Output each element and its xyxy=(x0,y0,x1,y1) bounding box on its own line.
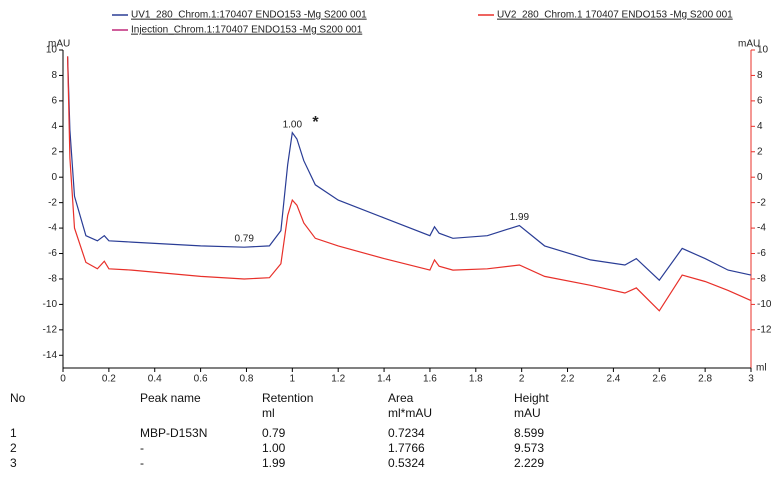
x-tick-label: 0.6 xyxy=(194,374,208,385)
x-unit: ml xyxy=(756,363,767,374)
x-tick-label: 2.6 xyxy=(652,374,666,385)
table-cell: 2 xyxy=(10,441,17,455)
y-tick-label: -12 xyxy=(43,324,58,335)
table-cell: 1.00 xyxy=(262,441,286,455)
x-tick-label: 0.2 xyxy=(102,374,116,385)
table-cell: Peak name xyxy=(140,391,201,405)
x-tick-label: 1.8 xyxy=(469,374,483,385)
x-tick-label: 2 xyxy=(519,374,525,385)
y-unit: mAU xyxy=(48,39,70,50)
table-cell: 0.5324 xyxy=(388,456,425,470)
legend-label: UV2_280_Chrom.1 170407 ENDO153 -Mg S200 … xyxy=(497,10,733,21)
x-tick-label: 2.2 xyxy=(561,374,575,385)
table-cell: No xyxy=(10,391,26,405)
y-tick-label: 0 xyxy=(51,172,57,183)
peak-label: 1.99 xyxy=(510,212,530,223)
peak-marker: * xyxy=(312,114,319,131)
x-tick-label: 3 xyxy=(748,374,754,385)
y-tick-label: -4 xyxy=(48,223,57,234)
table-cell: Area xyxy=(388,391,414,405)
table-cell: 8.599 xyxy=(514,426,545,440)
y-tick-label: 8 xyxy=(51,70,57,81)
y2-tick-label: -2 xyxy=(757,197,766,208)
y2-tick-label: -6 xyxy=(757,248,766,259)
legend-label: UV1_280_Chrom.1:170407 ENDO153 -Mg S200 … xyxy=(131,10,367,21)
y-tick-label: -14 xyxy=(43,350,58,361)
y-tick-label: -10 xyxy=(43,299,58,310)
table-cell: - xyxy=(140,441,144,455)
table-cell: 0.7234 xyxy=(388,426,425,440)
table-cell: 3 xyxy=(10,456,17,470)
y2-tick-label: -12 xyxy=(757,324,772,335)
y-tick-label: 10 xyxy=(46,45,58,56)
legend-label: Injection_Chrom.1:170407 ENDO153 -Mg S20… xyxy=(131,25,363,36)
table-cell: Retention xyxy=(262,391,314,405)
table-cell: MBP-D153N xyxy=(140,426,208,440)
y-tick-label: -6 xyxy=(48,248,57,259)
table-cell: 1.7766 xyxy=(388,441,425,455)
table-cell: ml*mAU xyxy=(388,406,432,420)
x-tick-label: 1.2 xyxy=(331,374,345,385)
table-cell: 9.573 xyxy=(514,441,545,455)
x-tick-label: 2.8 xyxy=(698,374,712,385)
y2-tick-label: 4 xyxy=(757,121,763,132)
y2-tick-label: -8 xyxy=(757,274,766,285)
table-cell: 2.229 xyxy=(514,456,545,470)
x-tick-label: 0 xyxy=(60,374,66,385)
series-line xyxy=(67,56,752,282)
y-tick-label: -2 xyxy=(48,197,57,208)
table-cell: ml xyxy=(262,406,275,420)
x-tick-label: 0.4 xyxy=(148,374,162,385)
y-tick-label: 2 xyxy=(51,146,57,157)
series-line xyxy=(67,56,752,312)
table-cell: 1.99 xyxy=(262,456,286,470)
y-tick-label: -8 xyxy=(48,274,57,285)
x-tick-label: 2.4 xyxy=(606,374,620,385)
table-cell: 1 xyxy=(10,426,17,440)
peak-label: 1.00 xyxy=(283,119,303,130)
table-cell: 0.79 xyxy=(262,426,286,440)
y2-tick-label: 8 xyxy=(757,70,763,81)
y-tick-label: 4 xyxy=(51,121,57,132)
table-cell: Height xyxy=(514,391,549,405)
y2-tick-label: 6 xyxy=(757,96,763,107)
peak-label: 0.79 xyxy=(234,233,254,244)
y2-tick-label: -10 xyxy=(757,299,772,310)
table-cell: - xyxy=(140,456,144,470)
y2-tick-label: 10 xyxy=(757,45,769,56)
x-tick-label: 1.6 xyxy=(423,374,437,385)
y2-tick-label: -4 xyxy=(757,223,766,234)
y-tick-label: 6 xyxy=(51,96,57,107)
x-tick-label: 0.8 xyxy=(240,374,254,385)
y2-tick-label: 0 xyxy=(757,172,763,183)
chart: mAU mAU ml -14-12-10-8-6-4-20246810-12-1… xyxy=(43,10,772,385)
y2-tick-label: 2 xyxy=(757,146,763,157)
x-tick-label: 1.4 xyxy=(377,374,391,385)
y2-unit: mAU xyxy=(738,39,760,50)
x-tick-label: 1 xyxy=(290,374,296,385)
table-cell: mAU xyxy=(514,406,541,420)
